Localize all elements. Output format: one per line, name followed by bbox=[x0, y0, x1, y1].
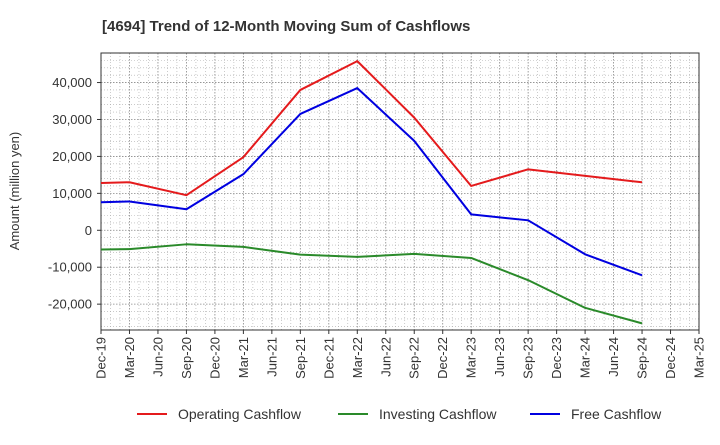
legend-label: Free Cashflow bbox=[571, 406, 662, 422]
y-tick-label: 20,000 bbox=[52, 149, 92, 164]
x-tick-label: Mar-21 bbox=[236, 337, 251, 378]
x-tick-label: Mar-23 bbox=[464, 337, 479, 378]
grid bbox=[100, 52, 700, 330]
x-tick-label: Sep-22 bbox=[407, 337, 422, 379]
x-tick-label: Dec-19 bbox=[94, 337, 109, 379]
x-tick-label: Dec-21 bbox=[321, 337, 336, 379]
legend: Operating Cashflow Investing Cashflow Free… bbox=[137, 406, 662, 422]
y-tick-label: -10,000 bbox=[48, 260, 92, 275]
x-tick-label: Mar-22 bbox=[350, 337, 365, 378]
y-tick-label: 40,000 bbox=[52, 75, 92, 90]
x-tick-label: Mar-25 bbox=[692, 337, 707, 378]
y-tick-label: 0 bbox=[85, 223, 92, 238]
y-tick-label: -20,000 bbox=[48, 297, 92, 312]
x-tick-label: Dec-24 bbox=[663, 337, 678, 379]
x-tick-label: Jun-23 bbox=[492, 337, 507, 377]
y-axis-label: Amount (million yen) bbox=[7, 132, 22, 251]
plot-area bbox=[101, 53, 699, 330]
x-tick-label: Dec-20 bbox=[207, 337, 222, 379]
x-tick-label: Sep-23 bbox=[521, 337, 536, 379]
legend-label: Operating Cashflow bbox=[178, 406, 302, 422]
y-tick-label: 10,000 bbox=[52, 186, 92, 201]
x-tick-label: Jun-20 bbox=[150, 337, 165, 377]
chart-title: [4694] Trend of 12-Month Moving Sum of C… bbox=[102, 18, 470, 35]
x-tick-label: Sep-24 bbox=[635, 337, 650, 379]
series-lines bbox=[100, 60, 643, 325]
plot-frame bbox=[100, 52, 700, 331]
x-tick-label: Jun-24 bbox=[606, 337, 621, 377]
axes: -20,000 -10,000 0 10,000 20,000 30,000 40,000 D… bbox=[48, 52, 707, 379]
x-tick-label: Jun-21 bbox=[264, 337, 279, 377]
y-tick-label: 30,000 bbox=[52, 112, 92, 127]
free-cashflow-line bbox=[100, 87, 643, 277]
x-tick-label: Mar-20 bbox=[122, 337, 137, 378]
x-tick-label: Mar-24 bbox=[578, 337, 593, 378]
x-tick-label: Dec-22 bbox=[435, 337, 450, 379]
operating-cashflow-line bbox=[100, 60, 643, 197]
x-tick-label: Sep-21 bbox=[293, 337, 308, 379]
x-tick-label: Sep-20 bbox=[179, 337, 194, 379]
x-tick-label: Jun-22 bbox=[378, 337, 393, 377]
investing-cashflow-line bbox=[100, 243, 643, 325]
x-tick-label: Dec-23 bbox=[549, 337, 564, 379]
legend-label: Investing Cashflow bbox=[379, 406, 497, 422]
